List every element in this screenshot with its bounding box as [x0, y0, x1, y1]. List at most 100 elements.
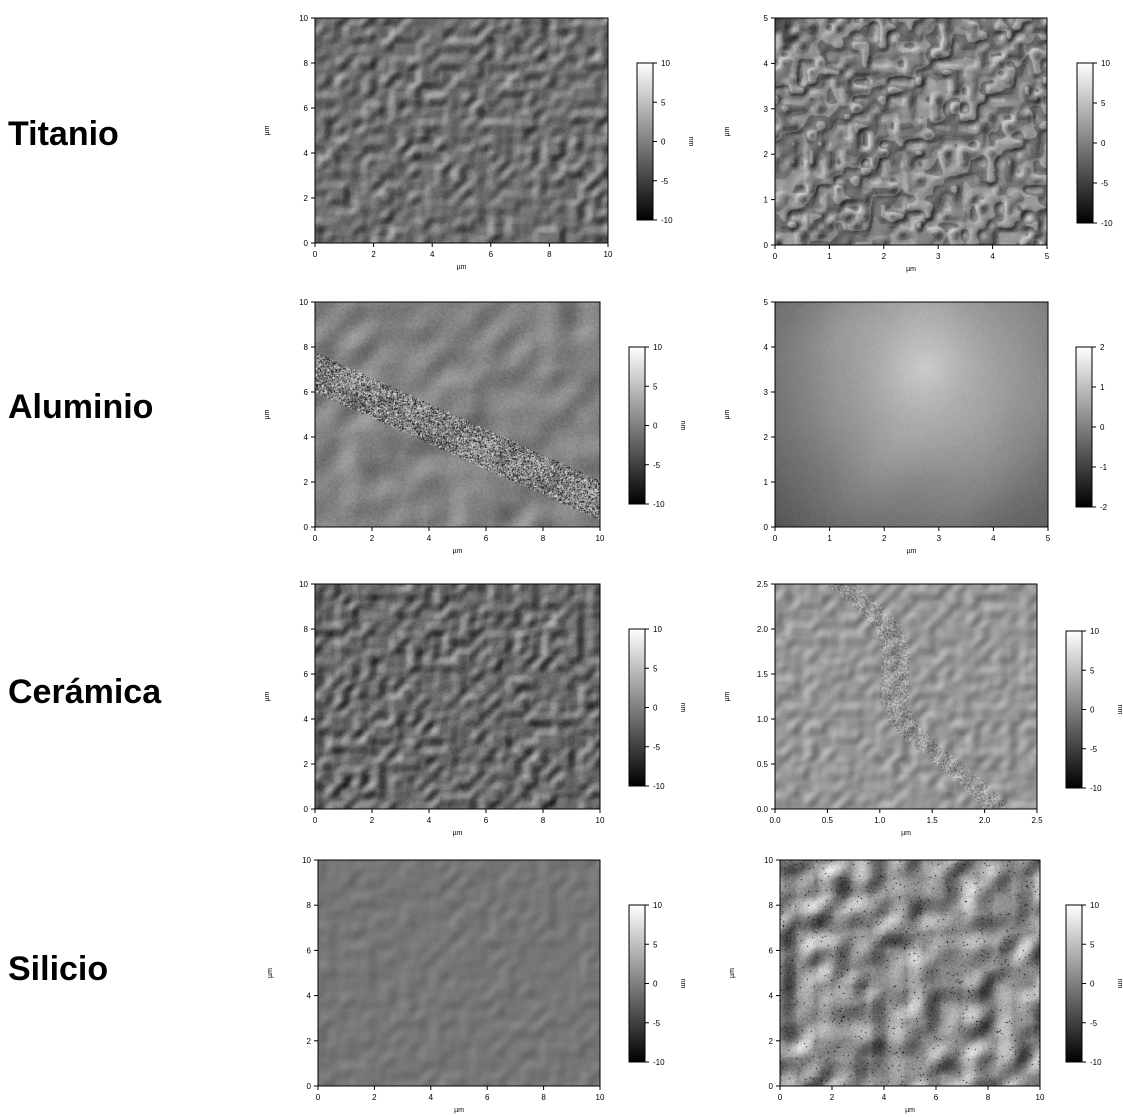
y-tick-label: 10	[299, 14, 308, 23]
y-tick-label: 1.5	[757, 670, 769, 679]
y-tick-label: 3	[764, 105, 769, 114]
z-tick-label: 0	[1090, 706, 1095, 715]
z-tick-label: -10	[1090, 784, 1102, 793]
z-tick-label: 10	[653, 901, 662, 910]
height-scale-bar: 10 5 0 -5 -10 nm	[628, 625, 686, 791]
sample-label: Aluminio	[8, 388, 153, 426]
z-tick-label: -5	[1090, 745, 1098, 754]
z-tick-label: 0	[1101, 139, 1106, 148]
z-tick-label: -10	[653, 500, 665, 509]
plot-frame	[314, 301, 601, 528]
y-tick-label: 0.0	[757, 805, 769, 814]
x-tick-label: 1.0	[874, 816, 886, 825]
x-tick-label: 5	[1046, 534, 1051, 543]
y-tick-label: 10	[764, 856, 773, 865]
y-axis-unit: µm	[724, 409, 731, 419]
y-tick-label: 10	[299, 580, 308, 589]
y-tick-label: 1	[764, 478, 769, 487]
plot-frame	[317, 859, 601, 1087]
y-tick-label: 8	[307, 901, 312, 910]
afm-height-map	[315, 302, 600, 527]
sample-label: Silicio	[8, 950, 108, 988]
z-tick-label: 10	[1090, 627, 1099, 636]
x-tick-label: 0	[313, 250, 318, 259]
x-tick-label: 4	[430, 250, 435, 259]
x-tick-label: 0.5	[822, 816, 834, 825]
x-axis-unit: µm	[901, 830, 911, 837]
y-tick-label: 5	[764, 298, 769, 307]
y-tick-label: 2.0	[757, 625, 769, 634]
z-tick-label: -10	[661, 216, 673, 225]
z-tick-label: 5	[1101, 99, 1106, 108]
y-tick-label: 0	[304, 805, 309, 814]
x-tick-label: 0.0	[769, 816, 781, 825]
z-tick-label: 5	[1090, 940, 1095, 949]
x-tick-label: 8	[547, 250, 552, 259]
z-tick-label: 10	[653, 343, 662, 352]
x-tick-label: 0	[778, 1093, 783, 1102]
z-axis-unit: nm	[687, 137, 694, 147]
y-tick-label: 4	[304, 715, 309, 724]
y-tick-label: 6	[769, 946, 774, 955]
grayscale-gradient	[1065, 630, 1083, 789]
z-tick-label: 0	[1090, 980, 1095, 989]
y-axis-unit: µm	[724, 691, 731, 701]
grayscale-gradient	[628, 904, 646, 1063]
height-scale-bar: 10 5 0 -5 -10 nm	[1065, 901, 1123, 1067]
y-tick-label: 3	[764, 388, 769, 397]
afm-height-map	[775, 18, 1047, 245]
z-tick-label: -1	[1100, 463, 1108, 472]
z-tick-label: 5	[661, 98, 666, 107]
x-tick-label: 0	[773, 534, 778, 543]
z-tick-label: -5	[653, 1019, 661, 1028]
x-tick-label: 6	[934, 1093, 939, 1102]
y-tick-label: 8	[769, 901, 774, 910]
y-tick-label: 1	[764, 196, 769, 205]
y-tick-label: 6	[304, 104, 309, 113]
afm-height-map	[775, 584, 1037, 809]
x-tick-label: 10	[1036, 1093, 1045, 1102]
z-tick-label: 0	[653, 422, 658, 431]
grayscale-gradient	[1065, 904, 1083, 1063]
z-tick-label: 2	[1100, 343, 1105, 352]
y-axis-unit: µm	[264, 125, 271, 135]
y-tick-label: 10	[302, 856, 311, 865]
z-tick-label: 10	[1101, 59, 1110, 68]
plot-frame	[774, 301, 1049, 528]
z-axis-unit: nm	[679, 421, 686, 431]
sample-label: Cerámica	[8, 673, 162, 711]
y-tick-label: 0	[764, 241, 769, 250]
z-axis-unit: nm	[1116, 979, 1123, 989]
z-tick-label: 10	[1090, 901, 1099, 910]
x-tick-label: 6	[485, 1093, 490, 1102]
x-tick-label: 2	[370, 534, 375, 543]
y-tick-label: 5	[764, 14, 769, 23]
y-tick-label: 0	[764, 523, 769, 532]
x-tick-label: 1	[827, 252, 832, 261]
z-axis-unit: nm	[679, 979, 686, 989]
y-tick-label: 0	[769, 1082, 774, 1091]
y-tick-label: 0	[307, 1082, 312, 1091]
x-tick-label: 3	[937, 534, 942, 543]
y-tick-label: 8	[304, 343, 309, 352]
grayscale-gradient	[1076, 62, 1094, 224]
afm-height-map	[315, 18, 608, 243]
z-tick-label: 5	[653, 382, 658, 391]
x-tick-label: 2.0	[979, 816, 991, 825]
z-tick-label: -5	[1101, 179, 1109, 188]
z-tick-label: 0	[653, 704, 658, 713]
x-axis-unit: µm	[453, 548, 463, 555]
y-tick-label: 6	[304, 388, 309, 397]
y-tick-label: 1.0	[757, 715, 769, 724]
z-tick-label: -5	[1090, 1019, 1098, 1028]
y-tick-label: 2	[307, 1037, 312, 1046]
grayscale-gradient	[636, 62, 654, 221]
x-tick-label: 1.5	[927, 816, 939, 825]
x-tick-label: 0	[313, 816, 318, 825]
plot-frame	[779, 859, 1041, 1087]
